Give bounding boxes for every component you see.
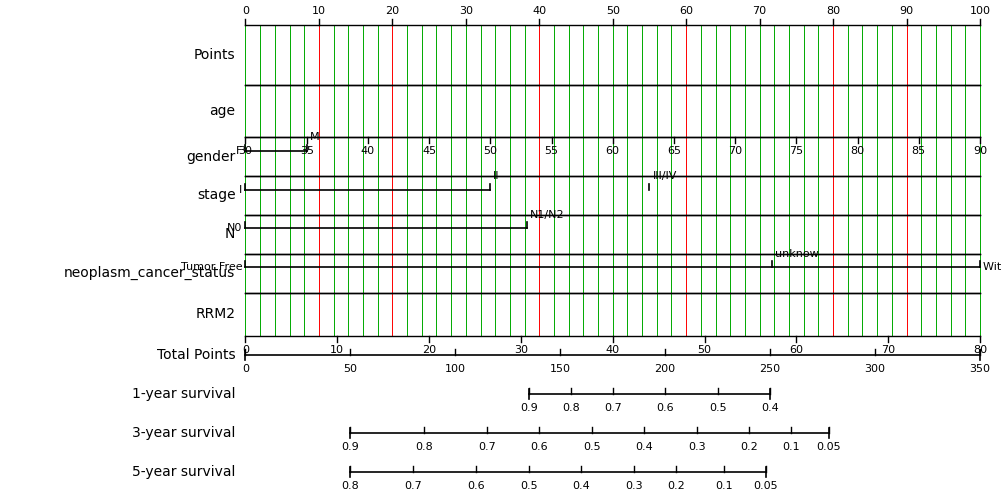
Text: 0.4: 0.4 bbox=[635, 442, 653, 452]
Text: 0.4: 0.4 bbox=[572, 480, 590, 490]
Text: 85: 85 bbox=[912, 146, 926, 156]
Text: 1-year survival: 1-year survival bbox=[132, 387, 235, 401]
Text: 80: 80 bbox=[851, 146, 865, 156]
Text: M: M bbox=[310, 132, 320, 142]
Text: 70: 70 bbox=[728, 146, 742, 156]
Text: 0.7: 0.7 bbox=[604, 403, 621, 413]
Text: 0.2: 0.2 bbox=[740, 442, 758, 452]
Text: 80: 80 bbox=[826, 6, 840, 16]
Text: gender: gender bbox=[186, 150, 235, 164]
Text: 70: 70 bbox=[881, 345, 895, 355]
Text: 100: 100 bbox=[445, 364, 466, 374]
Text: F: F bbox=[236, 146, 242, 156]
Text: 40: 40 bbox=[605, 345, 620, 355]
Text: 250: 250 bbox=[760, 364, 781, 374]
Text: 65: 65 bbox=[667, 146, 681, 156]
Text: 0.05: 0.05 bbox=[817, 442, 841, 452]
Text: 0.8: 0.8 bbox=[342, 480, 360, 490]
Text: 40: 40 bbox=[361, 146, 375, 156]
Text: 70: 70 bbox=[753, 6, 767, 16]
Text: 50: 50 bbox=[483, 146, 497, 156]
Text: 50: 50 bbox=[697, 345, 711, 355]
Text: unknow: unknow bbox=[775, 249, 819, 259]
Text: 0: 0 bbox=[242, 345, 248, 355]
Text: 40: 40 bbox=[532, 6, 546, 16]
Text: N: N bbox=[225, 227, 235, 241]
Text: 350: 350 bbox=[970, 364, 990, 374]
Text: 0.5: 0.5 bbox=[520, 480, 538, 490]
Text: 50: 50 bbox=[344, 364, 358, 374]
Text: 20: 20 bbox=[386, 6, 400, 16]
Text: 60: 60 bbox=[790, 345, 804, 355]
Text: 0.6: 0.6 bbox=[468, 480, 485, 490]
Text: 35: 35 bbox=[300, 146, 314, 156]
Text: neoplasm_cancer_status: neoplasm_cancer_status bbox=[64, 266, 235, 280]
Text: 0.6: 0.6 bbox=[530, 442, 548, 452]
Text: 0: 0 bbox=[242, 6, 248, 16]
Text: Total Points: Total Points bbox=[157, 348, 235, 362]
Text: 0.9: 0.9 bbox=[342, 442, 360, 452]
Text: 20: 20 bbox=[422, 345, 436, 355]
Text: 0.4: 0.4 bbox=[762, 403, 779, 413]
Text: 60: 60 bbox=[679, 6, 693, 16]
Text: 150: 150 bbox=[550, 364, 571, 374]
Text: 0.9: 0.9 bbox=[520, 403, 538, 413]
Text: 0.7: 0.7 bbox=[405, 480, 422, 490]
Text: 0.5: 0.5 bbox=[583, 442, 600, 452]
Text: N1/N2: N1/N2 bbox=[530, 210, 565, 220]
Text: 75: 75 bbox=[790, 146, 804, 156]
Text: 3-year survival: 3-year survival bbox=[132, 426, 235, 440]
Text: 0.6: 0.6 bbox=[656, 403, 674, 413]
Text: 30: 30 bbox=[459, 6, 473, 16]
Text: 0.7: 0.7 bbox=[478, 442, 496, 452]
Text: 0.3: 0.3 bbox=[687, 442, 705, 452]
Text: 0.1: 0.1 bbox=[783, 442, 800, 452]
Text: 0.05: 0.05 bbox=[754, 480, 779, 490]
Text: 0.8: 0.8 bbox=[562, 403, 579, 413]
Text: 30: 30 bbox=[238, 146, 253, 156]
Text: 45: 45 bbox=[422, 146, 436, 156]
Text: 10: 10 bbox=[331, 345, 345, 355]
Text: II: II bbox=[493, 171, 500, 181]
Text: 0: 0 bbox=[242, 364, 248, 374]
Text: RRM2: RRM2 bbox=[195, 307, 235, 321]
Text: Points: Points bbox=[193, 48, 235, 62]
Text: 0.2: 0.2 bbox=[666, 480, 684, 490]
Text: 200: 200 bbox=[654, 364, 675, 374]
Text: I: I bbox=[239, 185, 242, 194]
Text: Tumor Free: Tumor Free bbox=[180, 263, 242, 272]
Text: III/IV: III/IV bbox=[652, 171, 676, 181]
Text: 90: 90 bbox=[900, 6, 914, 16]
Text: 55: 55 bbox=[544, 146, 558, 156]
Text: 0.3: 0.3 bbox=[625, 480, 642, 490]
Text: age: age bbox=[209, 104, 235, 118]
Text: 90: 90 bbox=[973, 146, 987, 156]
Text: 10: 10 bbox=[312, 6, 326, 16]
Text: 300: 300 bbox=[865, 364, 886, 374]
Text: With Tumor: With Tumor bbox=[983, 263, 1002, 272]
Text: stage: stage bbox=[196, 188, 235, 202]
Text: 50: 50 bbox=[606, 6, 619, 16]
Text: 0.5: 0.5 bbox=[708, 403, 726, 413]
Text: 0.1: 0.1 bbox=[715, 480, 732, 490]
Text: 60: 60 bbox=[606, 146, 619, 156]
Text: 30: 30 bbox=[514, 345, 528, 355]
Text: 80: 80 bbox=[973, 345, 987, 355]
Text: N0: N0 bbox=[227, 223, 242, 233]
Text: 5-year survival: 5-year survival bbox=[132, 464, 235, 478]
Text: 0.8: 0.8 bbox=[415, 442, 433, 452]
Text: 100: 100 bbox=[970, 6, 990, 16]
